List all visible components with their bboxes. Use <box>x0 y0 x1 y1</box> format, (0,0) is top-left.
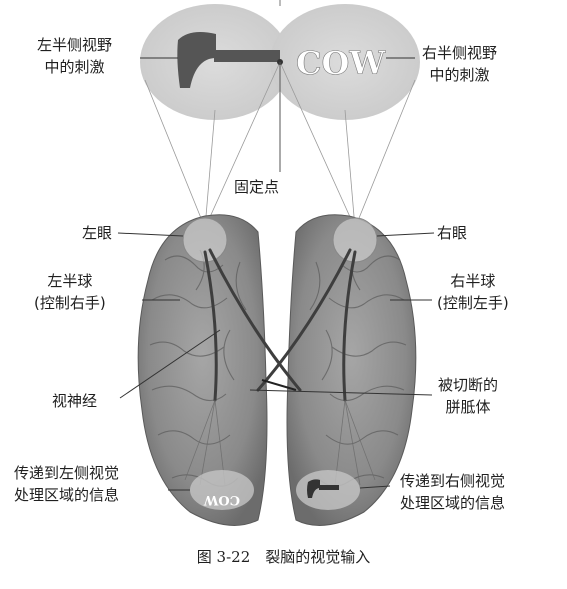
right-hemisphere-label: 右半球 (控制左手) <box>437 270 509 314</box>
right-visual-info-label-line1: 传递到右侧视觉 <box>400 472 506 490</box>
left-visual-area <box>190 470 254 510</box>
corpus-callosum-label: 被切断的 胼胝体 <box>438 374 498 418</box>
right-visual-info-label-line2: 处理区域的信息 <box>400 494 506 512</box>
hammer-icon <box>177 32 280 88</box>
right-hemisphere-label-line2: (控制左手) <box>437 294 509 312</box>
leader-lines <box>117 57 435 491</box>
right-hemisphere <box>286 214 417 526</box>
hammer-small-icon <box>307 479 339 498</box>
left-hemisphere-label-line1: 左半球 <box>47 272 93 290</box>
right-eye-label: 右眼 <box>437 224 468 242</box>
projection-lines <box>144 61 416 229</box>
right-visual-info-label: 传递到右侧视觉 处理区域的信息 <box>400 470 505 514</box>
corpus-callosum-label-line2: 胼胝体 <box>445 398 491 416</box>
left-eye <box>182 217 228 263</box>
gyri-texture <box>149 249 407 487</box>
optic-nerve-label: 视神经 <box>52 392 98 410</box>
right-hemisphere-label-line1: 右半球 <box>450 272 496 290</box>
left-visual-info-label-line2: 处理区域的信息 <box>14 486 120 504</box>
left-hemisphere-label-line2: (控制右手) <box>34 294 106 312</box>
left-hemisphere-label: 左半球 (控制右手) <box>34 270 106 314</box>
optic-pathways <box>203 248 357 402</box>
left-field-label-line2: 中的刺激 <box>44 58 105 76</box>
corpus-callosum-cut <box>261 379 297 391</box>
fixation-label: 固定点 <box>234 178 280 196</box>
right-field-label-line1: 右半侧视野 <box>422 44 498 62</box>
right-eye <box>332 217 378 263</box>
left-visual-info-label: 传递到左侧视觉 处理区域的信息 <box>14 462 119 506</box>
left-visual-info-label-line1: 传递到左侧视觉 <box>14 464 120 482</box>
cow-word: COW <box>296 44 386 82</box>
left-eye-label: 左眼 <box>82 224 113 242</box>
right-field-label: 右半侧视野 中的刺激 <box>422 42 497 86</box>
right-field-label-line2: 中的刺激 <box>429 66 490 84</box>
left-field-label-line1: 左半侧视野 <box>37 36 113 54</box>
right-visual-field <box>270 4 420 120</box>
figure-caption: 图 3-22 裂脑的视觉输入 <box>196 548 371 566</box>
corpus-callosum-label-line1: 被切断的 <box>438 376 499 394</box>
left-field-label: 左半侧视野 中的刺激 <box>37 34 112 78</box>
cow-word-mirrored: COW <box>203 492 240 507</box>
